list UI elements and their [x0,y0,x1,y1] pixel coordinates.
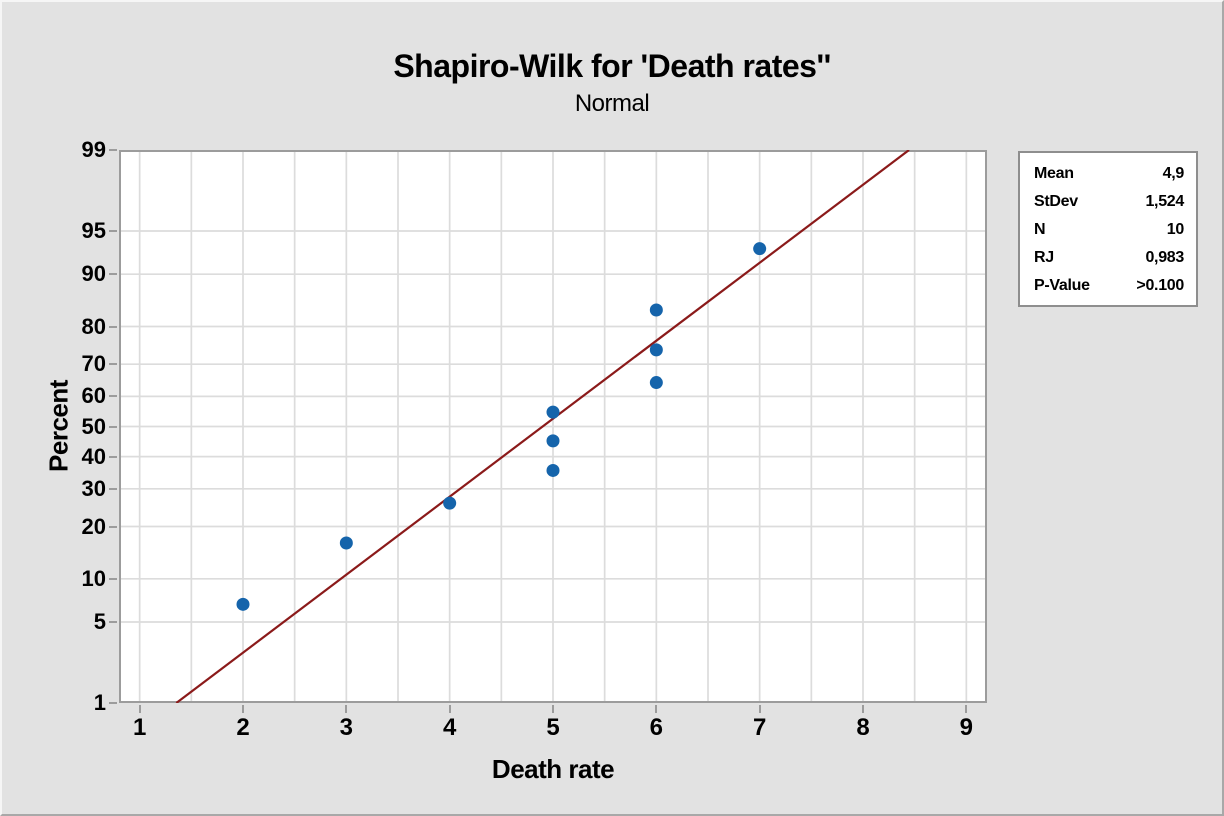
y-tick-label: 80 [81,313,106,339]
x-tick-label: 1 [133,714,147,741]
data-point[interactable] [443,496,457,510]
probability-plot-svg [119,149,987,704]
y-tick-mark [109,487,117,490]
stat-label: P-Value [1034,277,1090,294]
data-point[interactable] [236,597,250,611]
data-point[interactable] [649,376,663,390]
x-tick-mark [552,705,554,713]
chart-title: Shapiro-Wilk for 'Death rates'' [393,48,831,84]
x-axis-title: Death rate [491,754,615,784]
data-point[interactable] [339,536,353,550]
x-tick-mark [862,705,864,713]
x-tick-label: 7 [753,714,767,741]
data-point[interactable] [546,434,560,448]
y-tick-label: 10 [81,565,106,591]
y-tick-label: 95 [81,218,106,243]
stat-value: 10 [1166,221,1185,238]
x-tick-mark [345,705,348,713]
x-tick-mark [138,705,141,713]
stat-row-n: N 10 [1034,216,1184,244]
x-tick-mark [242,705,244,713]
stat-value: 4,9 [1162,165,1185,182]
fit-line[interactable] [175,149,910,704]
y-tick-mark [109,149,117,151]
data-point[interactable] [546,405,560,419]
y-tick-mark [109,577,117,580]
x-tick-mark [758,705,761,713]
stat-value: 0,983 [1145,249,1184,266]
x-tick-mark [965,705,968,713]
y-tick-mark [109,702,117,704]
stat-row-pvalue: P-Value >0.100 [1034,272,1184,300]
x-tick-label: 4 [443,714,457,741]
stat-row-stdev: StDev 1,524 [1034,188,1184,216]
y-tick-label: 20 [81,513,106,539]
y-tick-mark [109,325,117,328]
x-tick-mark [655,705,658,713]
y-tick-label: 40 [81,443,106,469]
y-tick-label: 30 [81,475,106,501]
data-point[interactable] [649,303,663,317]
data-point[interactable] [546,463,560,477]
y-tick-mark [109,455,117,458]
stat-label: StDev [1034,193,1078,210]
x-tick-mark [448,705,451,713]
stat-row-rj: RJ 0,983 [1034,244,1184,272]
plot-frame [119,150,987,703]
x-tick-label: 3 [339,714,353,741]
y-tick-mark [109,273,117,276]
stats-legend-box[interactable]: Mean 4,9 StDev 1,524 N 10 RJ 0,983 P-Val… [1018,151,1198,307]
y-tick-label: 60 [81,383,106,409]
stat-label: RJ [1034,249,1054,266]
x-tick-label: 2 [236,714,250,741]
x-tick-label: 8 [856,714,870,741]
stat-row-mean: Mean 4,9 [1034,160,1184,188]
y-tick-mark [109,425,117,428]
stat-value: 1,524 [1145,193,1184,210]
data-point[interactable] [649,343,663,357]
x-tick-label: 6 [649,714,663,741]
y-tick-label: 70 [81,351,106,377]
stat-label: N [1034,221,1046,238]
stat-value: >0.100 [1136,277,1184,294]
plot-area [119,149,987,704]
y-tick-mark [109,230,117,232]
stat-label: Mean [1034,165,1074,182]
x-tick-label: 9 [959,714,973,741]
y-tick-label: 99 [81,137,106,162]
y-tick-label: 90 [81,261,106,287]
y-tick-mark [109,621,117,623]
data-point[interactable] [753,242,767,256]
x-tick-label: 5 [546,714,560,741]
y-tick-mark [109,525,117,528]
y-tick-label: 1 [93,690,106,715]
chart-subtitle: Normal [574,90,650,117]
y-tick-label: 50 [81,413,106,439]
y-tick-label: 5 [93,609,106,634]
y-tick-mark [109,395,117,398]
y-tick-mark [109,363,117,366]
